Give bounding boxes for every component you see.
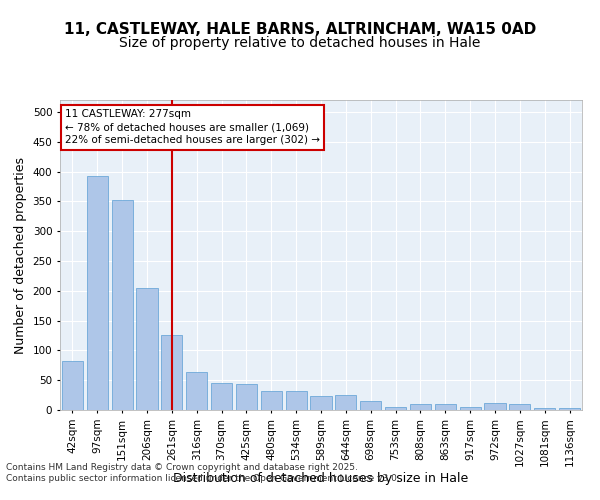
Bar (261, 391, 282, 410)
Bar (286, 391, 307, 410)
Bar (385, 407, 406, 410)
Text: 11 CASTLEWAY: 277sqm
← 78% of detached houses are smaller (1,069)
22% of semi-de: 11 CASTLEWAY: 277sqm ← 78% of detached h… (65, 109, 320, 146)
Text: Size of property relative to detached houses in Hale: Size of property relative to detached ho… (119, 36, 481, 50)
Text: Contains public sector information licensed under the Open Government Licence v3: Contains public sector information licen… (6, 474, 400, 483)
Text: Contains HM Land Registry data © Crown copyright and database right 2025.: Contains HM Land Registry data © Crown c… (6, 462, 358, 471)
Bar (559, 408, 580, 410)
Bar (509, 404, 530, 410)
Y-axis label: Number of detached properties: Number of detached properties (14, 156, 27, 354)
Text: 11, CASTLEWAY, HALE BARNS, ALTRINCHAM, WA15 0AD: 11, CASTLEWAY, HALE BARNS, ALTRINCHAM, W… (64, 22, 536, 38)
Bar (335, 395, 356, 410)
Bar (435, 404, 456, 410)
Bar (112, 200, 133, 410)
Bar (161, 336, 182, 410)
Bar (460, 407, 481, 410)
Bar (484, 403, 506, 410)
Bar (360, 401, 381, 410)
Bar (186, 372, 207, 410)
Bar (534, 408, 555, 410)
Bar (211, 383, 232, 410)
Bar (87, 176, 108, 410)
X-axis label: Distribution of detached houses by size in Hale: Distribution of detached houses by size … (173, 472, 469, 485)
Bar (310, 396, 332, 410)
Bar (236, 384, 257, 410)
Bar (62, 361, 83, 410)
Bar (410, 404, 431, 410)
Bar (136, 288, 158, 410)
